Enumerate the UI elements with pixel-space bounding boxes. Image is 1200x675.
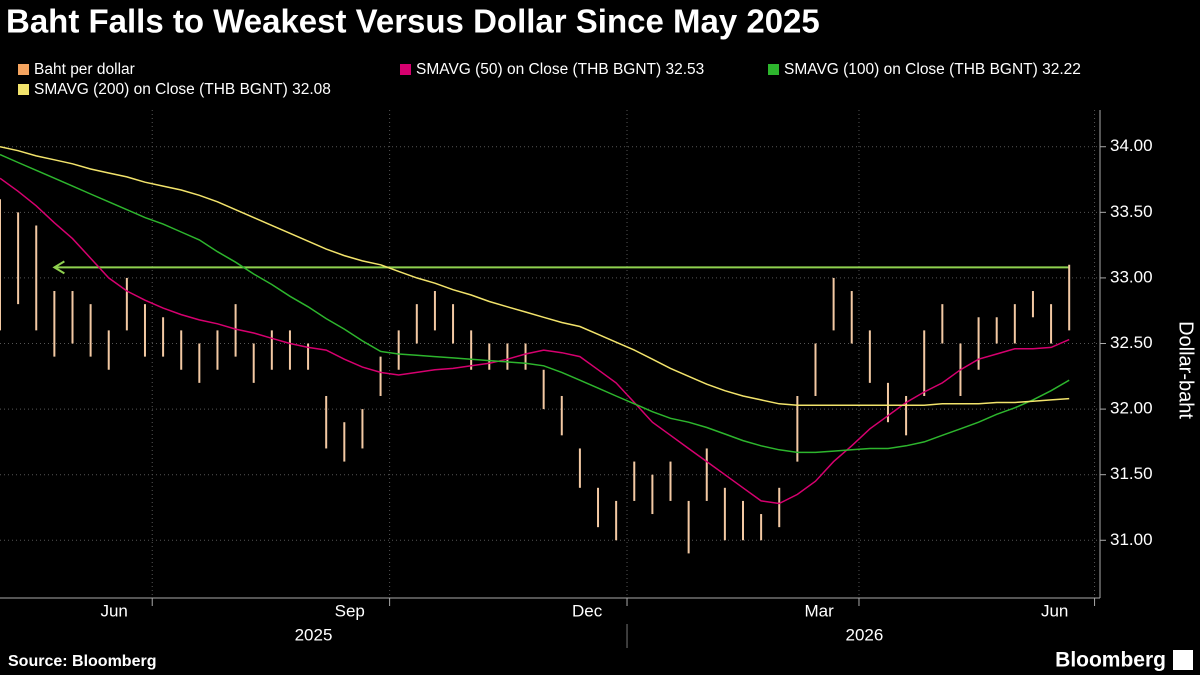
legend-label: SMAVG (50) on Close (THB BGNT) 32.53 <box>416 61 704 78</box>
x-tick-label: Sep <box>335 601 365 620</box>
brand-icon <box>1173 650 1193 670</box>
x-tick-label: Jun <box>100 601 127 620</box>
legend-label: SMAVG (200) on Close (THB BGNT) 32.08 <box>34 81 331 98</box>
chart-title: Baht Falls to Weakest Versus Dollar Sinc… <box>6 3 820 40</box>
legend-swatch <box>400 64 411 75</box>
y-tick-label: 33.50 <box>1110 202 1153 221</box>
legend-swatch <box>768 64 779 75</box>
x-year-label: 2026 <box>846 625 884 644</box>
reference-arrow <box>52 260 65 275</box>
y-tick-label: 31.50 <box>1110 464 1153 483</box>
moving-average-line <box>0 177 1070 505</box>
x-tick-label: Jun <box>1041 601 1068 620</box>
legend-label: SMAVG (100) on Close (THB BGNT) 32.22 <box>784 61 1081 78</box>
y-axis-title: Dollar-baht <box>1175 321 1197 419</box>
x-tick-label: Dec <box>572 601 603 620</box>
legend-swatch <box>18 64 29 75</box>
y-tick-label: 32.50 <box>1110 333 1153 352</box>
y-tick-label: 31.00 <box>1110 530 1153 549</box>
x-year-label: 2025 <box>295 625 333 644</box>
brand: Bloomberg <box>1055 649 1166 672</box>
x-tick-label: Mar <box>804 601 834 620</box>
moving-average-line <box>0 145 1070 406</box>
y-tick-label: 34.00 <box>1110 136 1153 155</box>
moving-average-line <box>0 153 1070 454</box>
source: Source: Bloomberg <box>8 653 156 670</box>
legend-label: Baht per dollar <box>34 61 135 78</box>
y-tick-label: 32.00 <box>1110 399 1153 418</box>
legend-swatch <box>18 84 29 95</box>
y-tick-label: 33.00 <box>1110 267 1153 286</box>
